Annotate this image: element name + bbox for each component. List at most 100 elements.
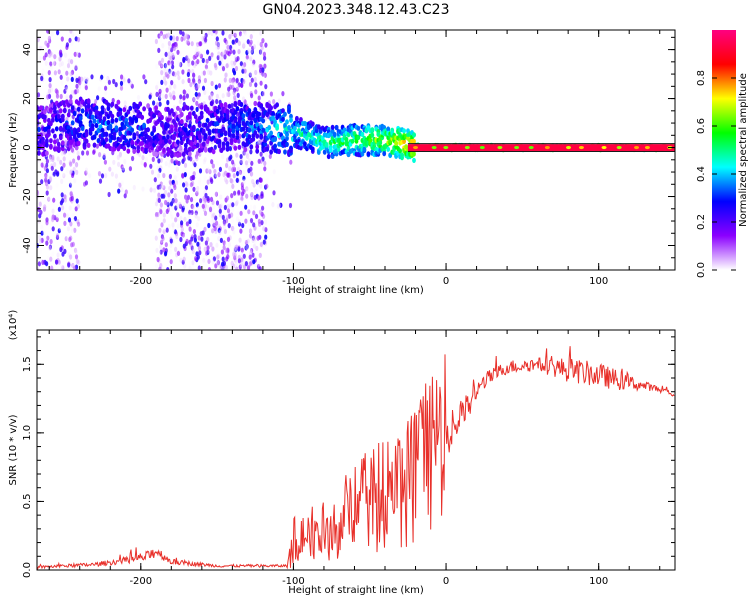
spectrogram-ridge-cell [314,128,319,134]
spectrogram-ridge-cell [60,117,65,123]
spectrogram-noise-cell [272,99,276,105]
spectrogram-noise-cell [192,72,196,78]
spectrogram-noise-cell [193,234,197,240]
spectrogram-noise-cell [234,31,238,37]
spectrogram-noise-cell [77,52,81,58]
spectrogram-noise-cell [197,80,201,86]
spectrogram-noise-cell [71,201,75,207]
spectrogram-noise-cell [49,239,53,245]
spectrogram-ridge-cell [58,108,63,114]
spectrogram-noise-cell [247,48,251,54]
spectrogram-noise-cell [259,49,263,55]
spectrogram-noise-cell [114,173,118,179]
spectrogram-noise-cell [229,49,233,55]
spectrogram-noise-cell [176,250,181,256]
spectrogram-noise-cell [182,256,186,262]
spectrogram-noise-cell [226,236,231,242]
spectrogram-noise-cell [204,64,208,70]
spectrogram-ridge-cell [225,108,230,114]
spectrogram-noise-cell [203,77,207,84]
spectrogram-noise-cell [231,225,235,232]
spectrogram-noise-cell [198,250,202,256]
spectrogram-ridge-cell [285,119,289,125]
spectrogram-noise-cell [164,41,168,47]
spectrogram-noise-cell [244,218,248,224]
spectrogram-ridge-cell [114,125,119,131]
spectrogram-noise-cell [37,234,40,240]
spectrogram-noise-cell [214,191,218,197]
spectrogram-noise-cell [74,162,78,168]
spectrogram-noise-cell [86,154,90,160]
spectrogram-noise-cell [194,212,198,218]
spectrogram-noise-cell [182,57,186,64]
spectrogram-noise-cell [255,245,259,251]
spectrogram-noise-cell [185,39,189,45]
spectrogram-noise-cell [241,169,246,175]
spectrogram-noise-cell [49,89,53,95]
spectrogram-noise-cell [199,231,203,237]
spectrogram-noise-cell [207,222,211,229]
spectrogram-noise-cell [197,75,201,81]
spectrogram-noise-cell [71,31,75,37]
spectrogram-noise-cell [247,209,251,215]
spectrogram-noise-cell [224,265,228,270]
spectrogram-ridge-cell [233,101,238,108]
spectrogram-noise-cell [195,84,199,90]
spectrogram-ridge-cell [183,127,188,133]
snr-ylabel: SNR (10 * v/v) [8,414,19,485]
spectrogram-noise-cell [198,52,202,58]
spectrogram-noise-cell [71,228,75,234]
spectrogram-noise-cell [162,247,166,253]
spectrogram-noise-cell [216,254,220,260]
spectrogram-noise-cell [262,51,266,57]
spectrogram-noise-cell [201,30,205,34]
spectrogram-noise-cell [73,265,77,270]
spectrogram-noise-cell [213,33,217,39]
spectrogram-noise-cell [98,152,102,158]
spectrogram-ridge-cell [233,109,238,115]
spectrogram-noise-cell [50,265,54,270]
spectrogram-noise-cell [198,213,202,220]
spectrogram-noise-cell [250,160,254,166]
spectrogram-noise-cell [102,154,106,160]
spectrogram-noise-cell [212,204,216,210]
spectrogram-noise-cell [263,72,267,78]
spectrogram-noise-cell [60,192,64,198]
spectrogram-noise-cell [195,164,199,170]
spectrogram-noise-cell [169,35,173,41]
spectrogram-noise-cell [85,170,89,176]
spectrogram-noise-cell [51,214,55,220]
spectrogram-noise-cell [248,101,252,107]
spectrogram-noise-cell [173,229,177,235]
spectrogram-noise-cell [191,248,195,255]
spectrogram-noise-cell [108,166,112,172]
spectrogram-noise-cell [252,222,256,228]
spectrogram-noise-cell [107,191,111,198]
spectrogram-noise-cell [178,177,182,184]
spectrogram-noise-cell [196,83,201,89]
spectrogram-noise-cell [57,212,61,219]
spectrogram-noise-cell [229,255,233,261]
spectrogram-ridge-cell [45,150,49,156]
spectrogram-noise-cell [123,159,127,165]
spectrogram-noise-cell [127,72,131,78]
spectrogram-noise-cell [272,190,276,196]
spectrogram-noise-cell [236,92,240,98]
spectrogram-noise-cell [75,258,79,265]
spectrogram-noise-cell [170,214,174,220]
spectrogram-noise-cell [250,49,254,55]
spectrogram-noise-cell [191,260,195,266]
spectrogram-noise-cell [247,90,251,96]
spectrogram-ridge-cell [54,126,59,132]
spectrogram-noise-cell [263,160,267,166]
spectrogram-noise-cell [188,226,192,232]
spectrogram-noise-cell [221,266,225,270]
spectrogram-noise-cell [39,248,43,254]
spectrogram-noise-cell [41,259,45,265]
snr-xtick-label: -200 [129,576,152,587]
spectrogram-noise-cell [154,201,159,207]
spectrogram-noise-cell [184,33,188,39]
spectrogram-noise-cell [227,223,231,229]
spectrogram-noise-cell [252,59,256,65]
spectrogram-noise-cell [202,240,206,246]
